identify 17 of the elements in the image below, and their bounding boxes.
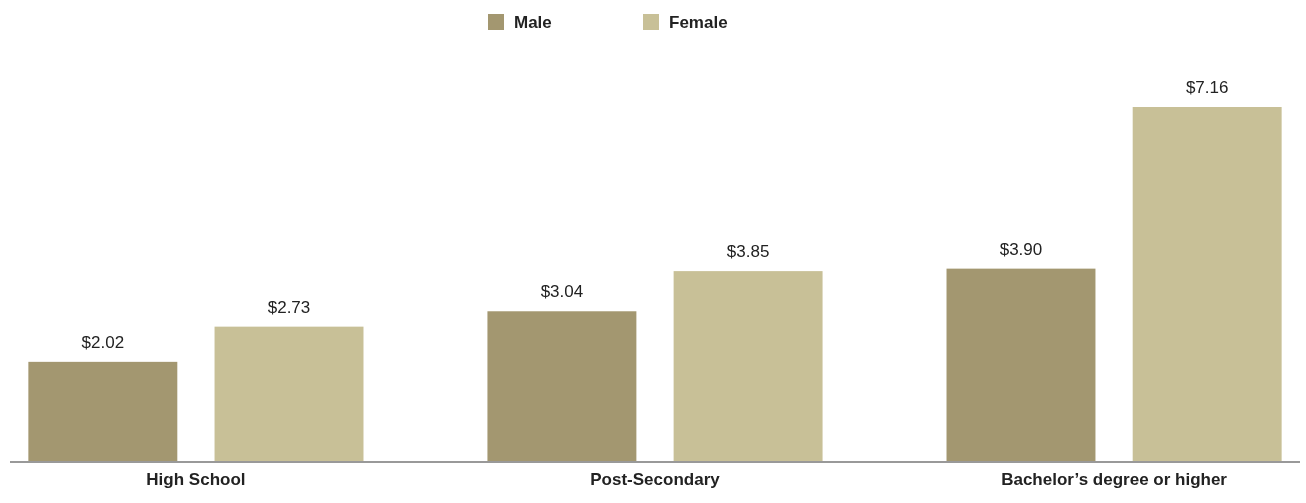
bar — [28, 361, 178, 462]
data-label: $2.02 — [81, 332, 125, 352]
x-tick-label: Bachelor’s degree or higher — [1001, 470, 1228, 490]
legend-label: Female — [669, 13, 728, 32]
x-tick-label: Post-Secondary — [590, 470, 721, 490]
x-tick-label: High School — [146, 470, 246, 490]
data-label: $3.85 — [726, 242, 770, 262]
bar — [487, 311, 637, 462]
bar — [214, 326, 364, 462]
bar — [673, 271, 823, 462]
bar — [946, 268, 1096, 462]
data-label: $2.73 — [267, 297, 311, 317]
legend-label: Male — [514, 13, 552, 32]
data-label: $3.90 — [999, 239, 1043, 259]
data-label: $3.04 — [540, 282, 584, 302]
data-label: $7.16 — [1185, 78, 1229, 97]
bar — [1132, 107, 1282, 462]
